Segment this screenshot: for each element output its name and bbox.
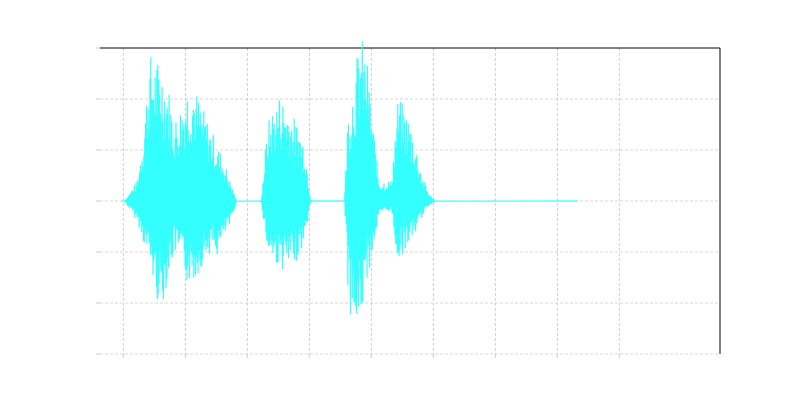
waveform-series	[121, 41, 578, 315]
waveform-line	[121, 41, 578, 315]
axes	[96, 47, 721, 358]
